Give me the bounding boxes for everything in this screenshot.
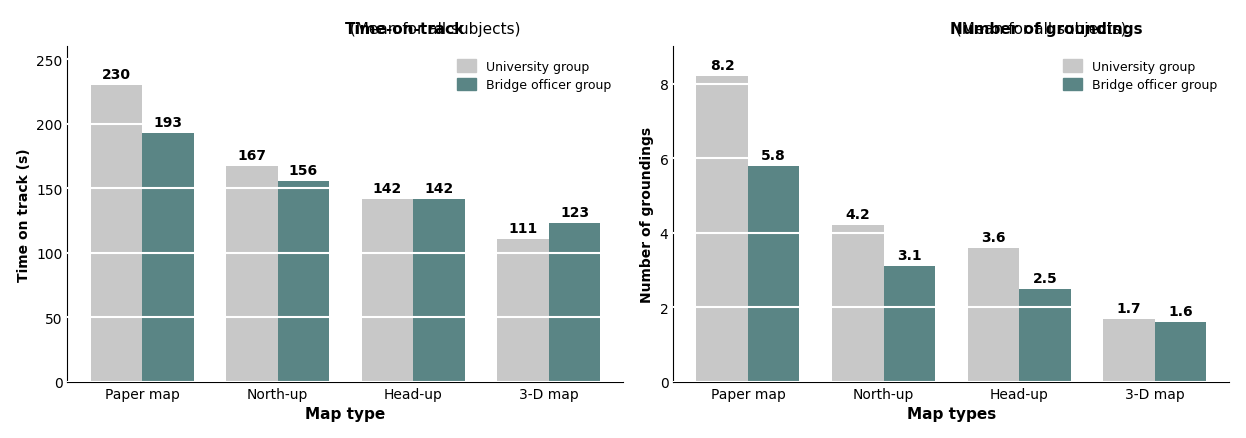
Legend: University group, Bridge officer group: University group, Bridge officer group <box>451 53 617 98</box>
Text: 5.8: 5.8 <box>761 148 786 162</box>
Text: Time-on-track: Time-on-track <box>344 22 465 37</box>
Text: 156: 156 <box>289 163 318 177</box>
Text: 230: 230 <box>102 68 131 82</box>
Y-axis label: Time on track (s): Time on track (s) <box>16 148 31 281</box>
Text: Number of groundings: Number of groundings <box>951 22 1143 37</box>
Bar <box>748 166 800 382</box>
Text: 8.2: 8.2 <box>710 59 735 73</box>
Text: 1.7: 1.7 <box>1116 301 1141 315</box>
Text: 193: 193 <box>153 116 182 130</box>
X-axis label: Map type: Map type <box>305 406 385 421</box>
Text: 142: 142 <box>373 181 402 195</box>
Text: 111: 111 <box>508 221 538 235</box>
Bar <box>697 77 748 382</box>
Bar <box>91 86 142 382</box>
Y-axis label: Number of groundings: Number of groundings <box>640 127 654 303</box>
X-axis label: Map types: Map types <box>907 406 996 421</box>
Bar <box>1019 289 1070 382</box>
Bar <box>883 267 934 382</box>
Text: 123: 123 <box>559 206 589 220</box>
Bar <box>497 239 548 382</box>
Bar <box>278 181 329 382</box>
Text: 4.2: 4.2 <box>846 208 870 222</box>
Text: 142: 142 <box>425 181 454 195</box>
Bar <box>968 248 1019 382</box>
Bar <box>361 199 414 382</box>
Bar <box>226 167 278 382</box>
Text: (Mean for all subjects): (Mean for all subjects) <box>345 22 521 37</box>
Text: 1.6: 1.6 <box>1169 304 1192 318</box>
Bar <box>548 224 601 382</box>
Bar <box>414 199 465 382</box>
Bar <box>1103 319 1155 382</box>
Bar <box>142 134 193 382</box>
Text: 3.1: 3.1 <box>897 249 922 263</box>
Text: 167: 167 <box>238 149 267 163</box>
Text: 3.6: 3.6 <box>981 230 1006 244</box>
Legend: University group, Bridge officer group: University group, Bridge officer group <box>1057 53 1224 98</box>
Bar <box>832 226 883 382</box>
Bar <box>1155 322 1206 382</box>
Text: 2.5: 2.5 <box>1033 271 1058 285</box>
Text: (Mean for all subjects): (Mean for all subjects) <box>952 22 1126 37</box>
